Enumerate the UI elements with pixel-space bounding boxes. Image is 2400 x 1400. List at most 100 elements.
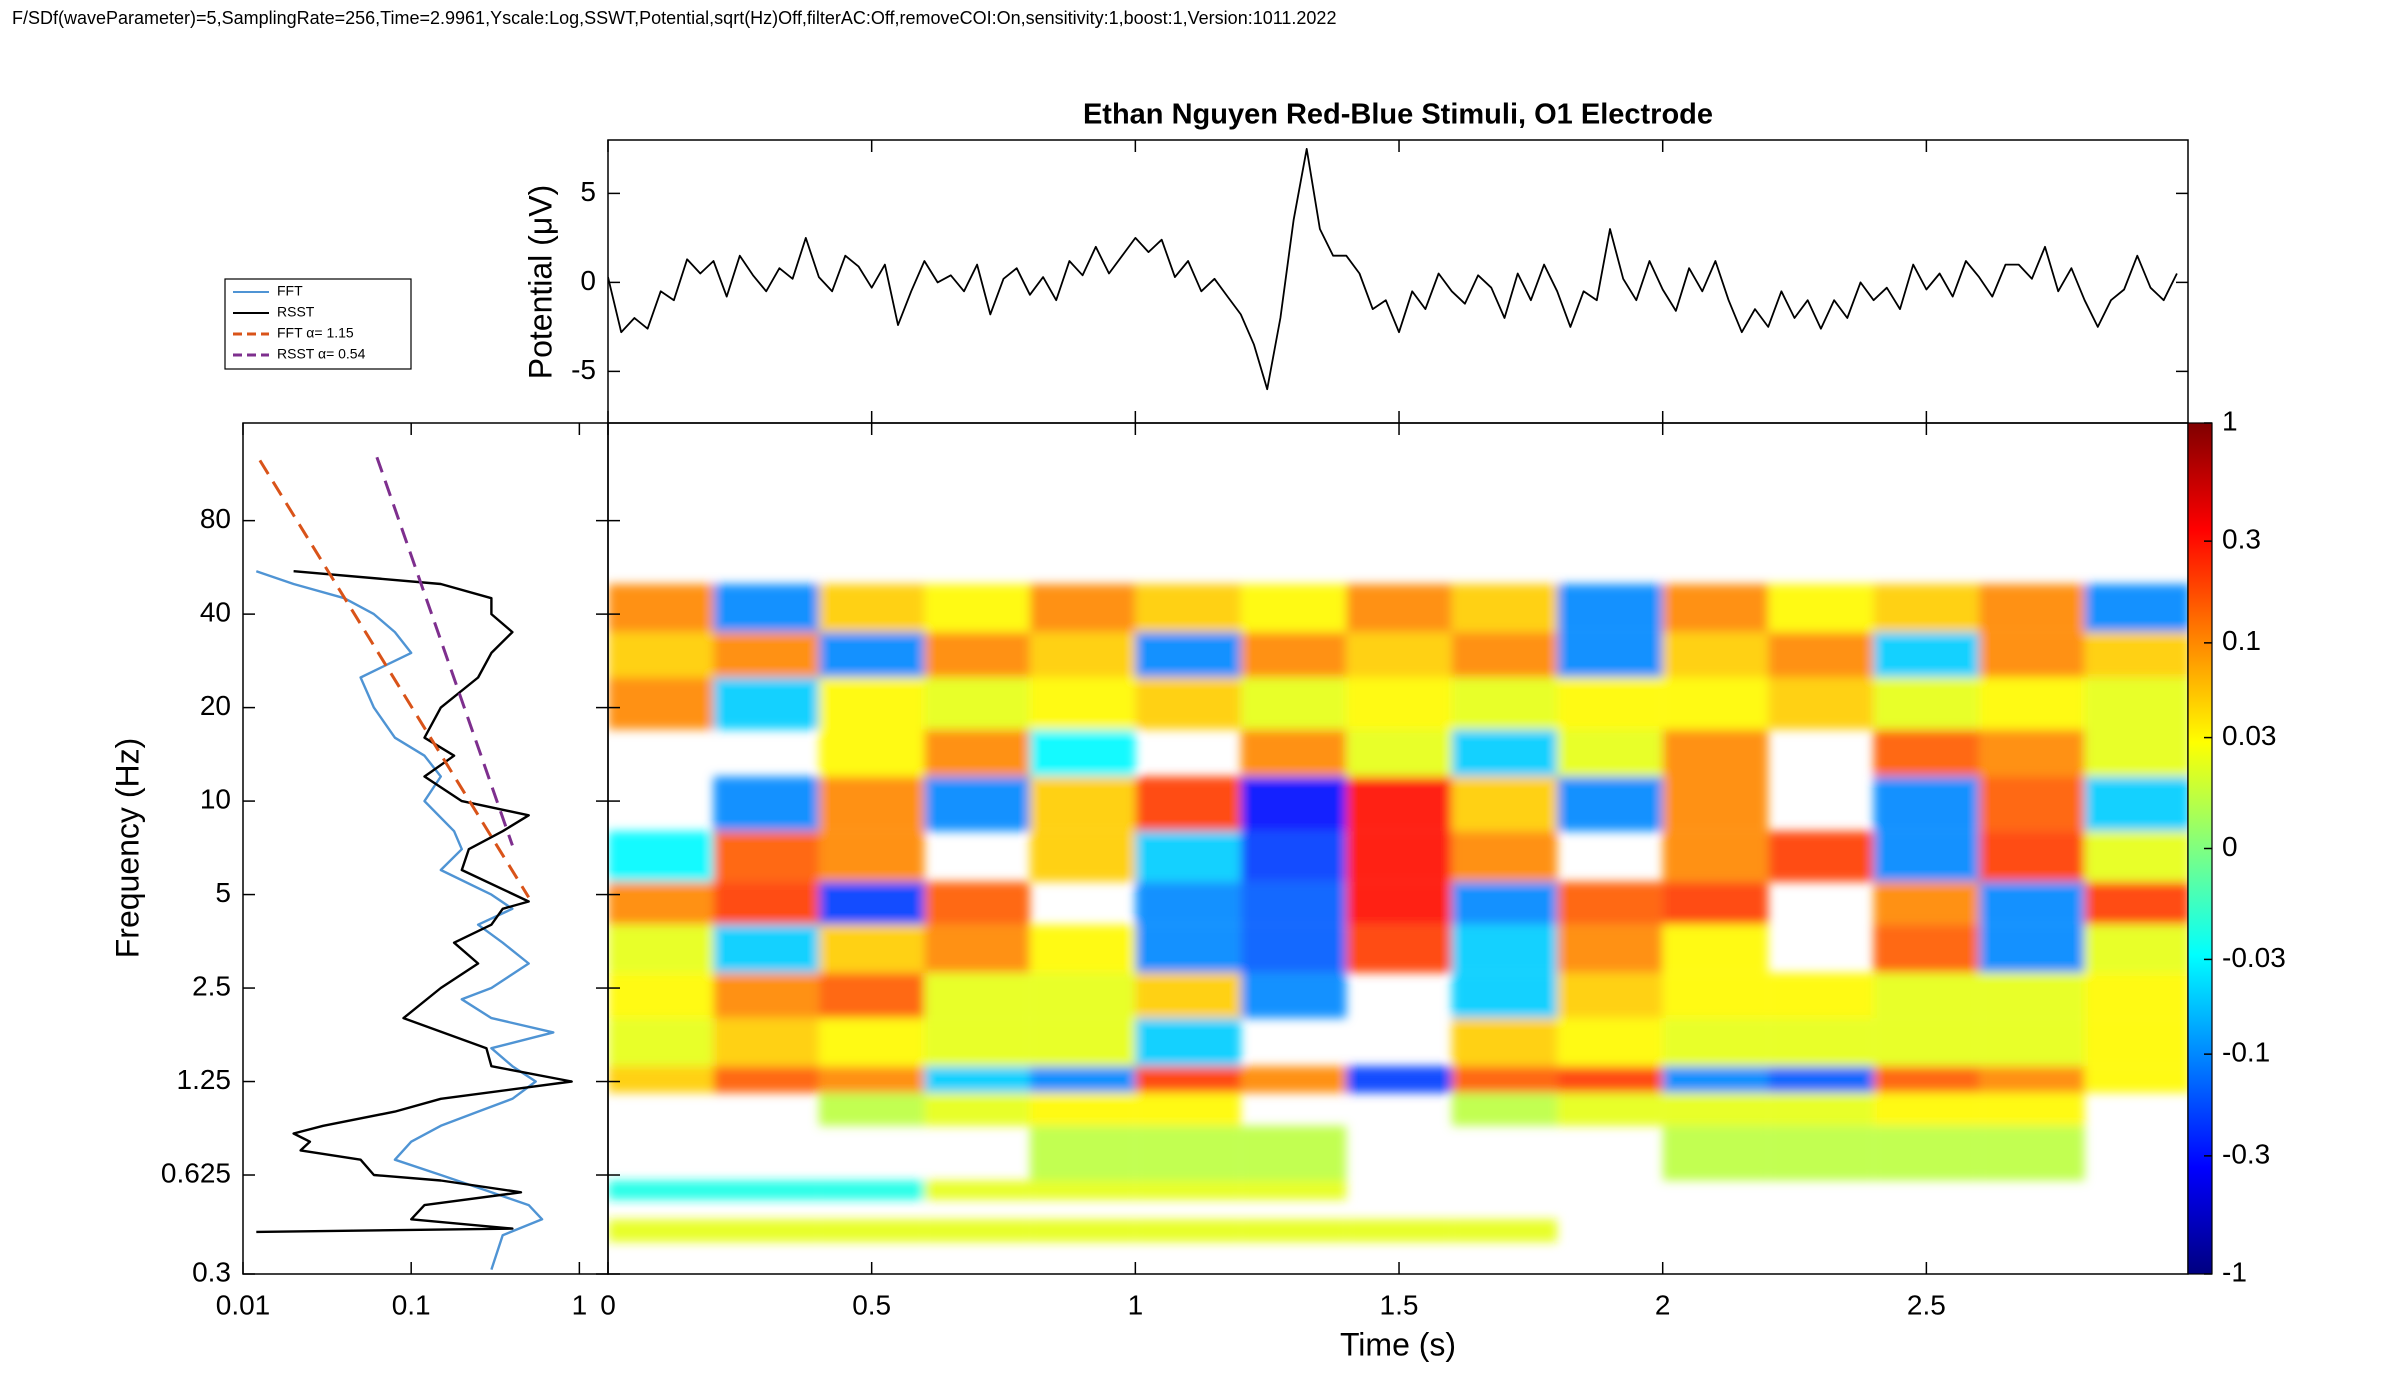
heatmap-cell (924, 924, 1030, 973)
heatmap-cell (1029, 1092, 1136, 1126)
heatmap-cell (713, 1219, 819, 1243)
x-tick-label: 0.5 (852, 1289, 891, 1320)
heatmap-cell (1240, 1219, 1347, 1243)
heatmap-cell (1557, 677, 1663, 730)
heatmap-cell (1451, 881, 1558, 925)
heatmap-cell (1768, 1092, 1874, 1126)
heatmap-cell (1135, 924, 1241, 973)
y-axis-label: Frequency (Hz) (109, 738, 145, 959)
heatmap-cell (2084, 729, 2188, 777)
heatmap-cell (1451, 677, 1558, 730)
colorbar-tick-label: -0.03 (2222, 942, 2286, 973)
heatmap-cell (1979, 1018, 2085, 1067)
heatmap-cell (1873, 924, 1980, 973)
heatmap-cell (1873, 1018, 1980, 1067)
heatmap-cell (1135, 632, 1241, 678)
heatmap-cell (1873, 1125, 1980, 1181)
series-line (375, 456, 514, 846)
heatmap-cell (1029, 831, 1136, 882)
y-tick-label: 0.625 (161, 1157, 231, 1188)
heatmap-cell (1768, 584, 1874, 633)
y-tick-label: 20 (200, 690, 231, 721)
heatmap-cell (818, 729, 925, 777)
heatmap-cell (818, 1018, 925, 1067)
heatmap-cell (1346, 729, 1452, 777)
x-tick-label: 1 (1128, 1289, 1144, 1320)
heatmap-cell (1451, 729, 1558, 777)
heatmap-cell (1768, 831, 1874, 882)
heatmap-cell (1135, 1219, 1241, 1243)
heatmap-cell (1346, 924, 1452, 973)
heatmap-cell (713, 1180, 819, 1200)
x-tick-label: 1.5 (1380, 1289, 1419, 1320)
heatmap-cell (1346, 584, 1452, 633)
heatmap-cell (1873, 972, 1980, 1019)
heatmap-cell (2084, 677, 2188, 730)
heatmap-cell (818, 972, 925, 1019)
heatmap-cell (608, 632, 714, 678)
heatmap-cell (818, 776, 925, 832)
heatmap-cell (924, 776, 1030, 832)
colorbar-tick-label: 0.3 (2222, 524, 2261, 555)
heatmap-cell (2084, 632, 2188, 678)
heatmap-cell (1135, 1092, 1241, 1126)
heatmap-cell (1979, 881, 2085, 925)
heatmap-cell (924, 1092, 1030, 1126)
heatmap-cell (1979, 776, 2085, 832)
heatmap-cell (608, 924, 714, 973)
heatmap-cell (1451, 1219, 1558, 1243)
heatmap-cell (1873, 776, 1980, 832)
heatmap-cell (2084, 1066, 2188, 1093)
y-tick-label: 10 (200, 783, 231, 814)
heatmap-cell (1451, 584, 1558, 633)
heatmap-cell (1346, 1066, 1452, 1093)
heatmap-cell (1135, 677, 1241, 730)
heatmap-cell (1135, 1018, 1241, 1067)
heatmap-cell (2084, 972, 2188, 1019)
heatmap-cell (1557, 924, 1663, 973)
x-tick-label: 0 (600, 1289, 616, 1320)
series-line (258, 459, 530, 899)
heatmap-cell (1029, 677, 1136, 730)
heatmap-cell (1451, 1018, 1558, 1067)
heatmap-cell (1346, 1219, 1452, 1243)
heatmap-cell (713, 1018, 819, 1067)
heatmap-cell (1979, 677, 2085, 730)
heatmap-cell (1557, 972, 1663, 1019)
heatmap-cell (713, 924, 819, 973)
scalogram-cells (608, 584, 2188, 1243)
heatmap-cell (1135, 831, 1241, 882)
heatmap-cell (818, 632, 925, 678)
heatmap-cell (1979, 584, 2085, 633)
heatmap-cell (1451, 831, 1558, 882)
heatmap-cell (1557, 776, 1663, 832)
y-tick-label: 5 (215, 877, 231, 908)
heatmap-cell (608, 972, 714, 1019)
heatmap-cell (1240, 972, 1347, 1019)
heatmap-cell (1135, 1066, 1241, 1093)
legend-label: RSST (277, 304, 315, 320)
heatmap-cell (1662, 632, 1769, 678)
heatmap-cell (1873, 729, 1980, 777)
heatmap-cell (713, 632, 819, 678)
heatmap-cell (1979, 924, 2085, 973)
heatmap-cell (608, 831, 714, 882)
heatmap-cell (1029, 1180, 1136, 1200)
heatmap-cell (1873, 1092, 1980, 1126)
heatmap-cell (1557, 1092, 1663, 1126)
heatmap-cell (1557, 729, 1663, 777)
x-axis-label: Time (s) (1340, 1326, 1456, 1362)
heatmap-cell (1768, 972, 1874, 1019)
trace-frame (607, 139, 2189, 424)
heatmap-cell (1979, 632, 2085, 678)
heatmap-cell (924, 677, 1030, 730)
heatmap-cell (1240, 729, 1347, 777)
heatmap-cell (1029, 924, 1136, 973)
heatmap-cell (1346, 776, 1452, 832)
heatmap-cell (1873, 677, 1980, 730)
heatmap-cell (1662, 1066, 1769, 1093)
heatmap-cell (1135, 776, 1241, 832)
heatmap-cell (1662, 924, 1769, 973)
heatmap-cell (818, 1092, 925, 1126)
